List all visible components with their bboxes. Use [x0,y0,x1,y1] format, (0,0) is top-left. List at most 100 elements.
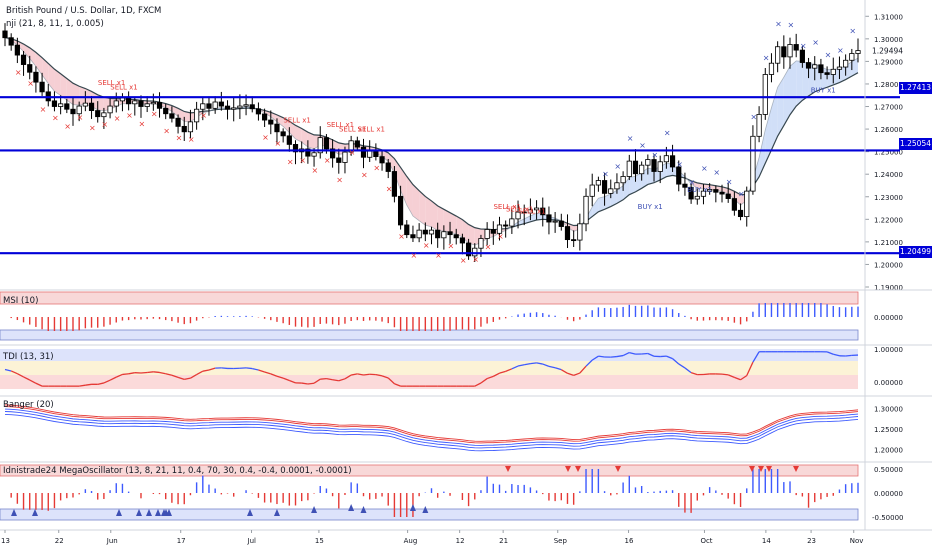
buy-cross-marker: × [614,162,621,171]
buy-cross-marker: × [763,53,770,62]
sell-signal-label: SELL x1 [358,125,386,133]
candle-body [232,108,236,109]
candle-body [633,161,637,174]
tdi-upper-band [0,349,858,361]
sell-cross-marker: × [497,232,504,241]
candle-body [398,196,402,225]
buy-cross-marker: × [726,178,733,187]
candle-body [559,221,563,226]
sell-cross-marker: × [101,120,108,129]
candle-body [714,190,718,193]
candle-body [250,105,254,109]
candle-body [367,151,371,157]
candle-body [429,230,433,234]
banger-tick-label: 1.20000 [874,447,903,455]
candle-body [238,106,242,108]
tdi-line-segment [611,357,617,358]
candle-body [658,162,662,172]
candle-body [813,65,817,68]
candle-body [782,47,786,57]
sell-cross-marker: × [287,157,294,166]
candle-body [485,229,489,238]
candle-body [21,55,25,64]
price-tick-label: 1.23000 [874,194,903,202]
msi-overbought-band [0,292,858,304]
sell-cross-marker: × [460,256,467,265]
candle-body [170,114,174,119]
sell-cross-marker: × [398,232,405,241]
candle-body [244,105,248,106]
mega-tick-label: 0.00000 [874,490,903,498]
candle-body [788,44,792,56]
tdi-lower-band [0,375,858,389]
candle-body [677,167,681,184]
candle-body [65,104,69,109]
sell-cross-marker: × [52,114,59,123]
buy-cross-marker: × [775,20,782,29]
candle-body [417,230,421,238]
candle-body [435,230,439,238]
price-tick-label: 1.22000 [874,216,903,224]
candle-body [510,219,514,226]
candle-body [213,102,217,108]
level-tag-3: 1.20499 [899,246,932,258]
candle-body [423,230,427,234]
candle-body [856,51,860,54]
candle-body [374,151,378,156]
buy-cross-marker: × [639,141,646,150]
sell-signal-label: SELL x1 [283,116,311,124]
x-tick-label: Aug [404,537,418,545]
candle-body [596,181,600,186]
candle-body [720,192,724,194]
sell-signal-label: SELL x1 [110,84,137,92]
sell-cross-marker: × [448,242,455,251]
sell-cross-marker: × [299,156,306,165]
candle-body [590,185,594,196]
price-tick-label: 1.26000 [874,126,903,134]
candle-body [726,194,730,199]
price-tick-label: 1.31000 [874,13,903,21]
x-tick-label: Jul [247,537,257,545]
candle-body [627,161,631,176]
symbol-title: British Pound / U.S. Dollar, 1D, FXCM [6,6,161,16]
candle-body [442,232,446,238]
price-tick-label: 1.19000 [874,284,903,292]
candle-body [553,221,557,222]
candle-body [831,69,835,74]
candle-body [219,102,223,106]
sell-cross-marker: × [64,122,71,131]
buy-signal-label: BUY x1 [638,203,663,211]
candle-body [695,196,699,199]
candle-body [670,156,674,167]
candle-body [164,108,168,113]
tdi-line-segment [598,356,604,357]
candle-body [71,109,75,114]
buy-cross-marker: × [738,190,745,199]
level-tag-1: 1.27413 [899,82,932,94]
buy-cross-marker: × [627,134,634,143]
x-tick-label: 16 [625,537,634,545]
buy-cross-marker: × [812,38,819,47]
sell-cross-marker: × [386,184,393,193]
candle-body [269,120,273,124]
buy-cross-marker: × [837,46,844,55]
candle-body [337,158,341,163]
sell-cross-marker: × [485,242,492,251]
sell-cross-marker: × [15,68,22,77]
ma-cloud-segment [796,61,802,106]
candle-body [578,224,582,240]
banger-pane-title: Banger (20) [3,400,54,410]
candle-body [275,124,279,132]
candle-body [738,210,742,216]
candle-body [571,240,575,241]
sell-cross-marker: × [77,113,84,122]
candle-body [3,31,7,38]
candle-body [850,54,854,61]
candle-body [745,191,749,216]
candle-body [201,104,205,109]
tdi-mid-band [0,361,858,375]
tdi-line-segment [221,368,227,369]
buy-cross-marker: × [652,150,659,159]
tdi-line-segment [308,383,314,384]
